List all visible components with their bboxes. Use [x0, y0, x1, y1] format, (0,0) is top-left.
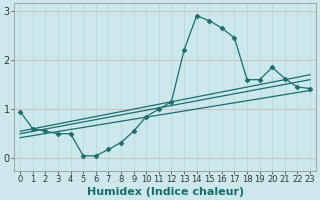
X-axis label: Humidex (Indice chaleur): Humidex (Indice chaleur) [87, 187, 244, 197]
